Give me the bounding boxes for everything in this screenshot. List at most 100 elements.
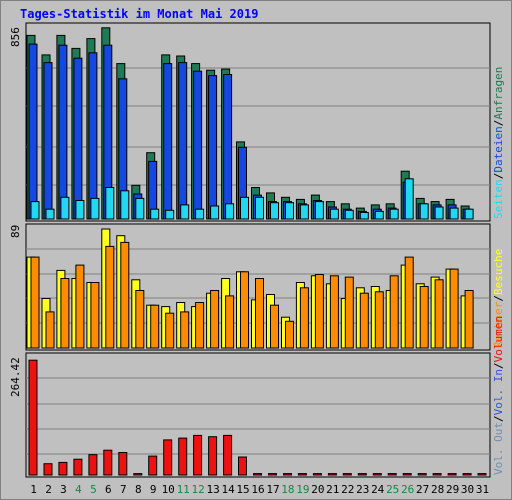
bar-rechner-day-27 <box>419 286 429 349</box>
bar-rechner-day-17 <box>270 304 279 349</box>
bar-rechner-day-18 <box>285 320 294 349</box>
x-label-day-11: 11 <box>177 483 190 496</box>
bar-volumen-day-17 <box>268 473 277 476</box>
bar-rechner-day-29 <box>449 268 459 349</box>
bar-seiten-day-12 <box>195 208 205 220</box>
x-label-day-27: 27 <box>416 483 429 496</box>
bar-seiten-day-14 <box>225 203 235 220</box>
x-label-day-16: 16 <box>251 483 264 496</box>
x-label-day-15: 15 <box>236 483 249 496</box>
legend-separator: / <box>492 362 505 369</box>
bar-rechner-day-13 <box>210 290 220 349</box>
x-label-day-18: 18 <box>281 483 294 496</box>
panel-1-y-max-label: 856 <box>9 27 22 47</box>
bar-volumen-day-25 <box>387 473 397 476</box>
bar-seiten-day-22 <box>344 209 354 220</box>
bar-volumen-day-4 <box>73 458 83 476</box>
x-label-day-14: 14 <box>221 483 235 496</box>
bar-volumen-day-24 <box>372 473 382 476</box>
bar-dateien-day-13 <box>208 75 218 220</box>
bar-rechner-day-30 <box>464 290 474 349</box>
bar-volumen-day-13 <box>208 436 218 476</box>
bar-seiten-day-4 <box>75 200 85 220</box>
panel-2-legend: Rechner/Besuche <box>492 249 505 348</box>
bar-volumen-day-15 <box>238 456 247 476</box>
legend-vol-in: Vol. In <box>492 369 505 415</box>
bar-rechner-day-22 <box>344 276 354 349</box>
x-label-day-31: 31 <box>476 483 489 496</box>
x-label-day-17: 17 <box>266 483 279 496</box>
bar-volumen-day-10 <box>163 439 173 476</box>
bar-volumen-day-26 <box>402 473 412 476</box>
bar-rechner-day-26 <box>404 256 414 349</box>
bar-rechner-day-24 <box>374 291 384 349</box>
bar-volumen-day-8 <box>133 473 143 476</box>
bar-volumen-day-11 <box>178 437 188 476</box>
bar-rechner-day-6 <box>105 245 115 349</box>
bar-rechner-day-11 <box>180 311 190 349</box>
bar-rechner-day-14 <box>225 295 235 349</box>
x-label-day-1: 1 <box>30 483 37 496</box>
bar-volumen-day-18 <box>283 473 292 476</box>
bar-rechner-day-2 <box>45 311 55 349</box>
bar-seiten-day-23 <box>359 212 369 220</box>
bar-dateien-day-3 <box>58 44 68 220</box>
bar-rechner-day-15 <box>240 271 249 349</box>
bar-volumen-day-28 <box>432 473 442 476</box>
legend-seiten: Seiten <box>492 179 505 219</box>
x-label-day-3: 3 <box>60 483 67 496</box>
x-label-day-10: 10 <box>162 483 175 496</box>
legend-volumen: Volumen <box>492 316 505 362</box>
bar-seiten-day-25 <box>389 208 399 220</box>
chart-title: Tages-Statistik im Monat Mai 2019 <box>20 7 259 21</box>
bar-seiten-day-8 <box>135 197 145 220</box>
bar-rechner-day-5 <box>90 282 100 349</box>
bar-volumen-day-16 <box>253 473 262 476</box>
bar-dateien-day-5 <box>88 52 98 220</box>
bar-rechner-day-4 <box>75 264 85 349</box>
bar-rechner-day-3 <box>60 278 70 349</box>
bar-seiten-day-2 <box>45 208 55 220</box>
bar-seiten-day-10 <box>165 209 175 220</box>
bar-seiten-day-18 <box>285 202 294 220</box>
bar-seiten-day-20 <box>314 201 324 220</box>
panel-2-y-max-label: 89 <box>9 225 22 238</box>
bar-volumen-day-2 <box>43 463 53 476</box>
x-label-day-26: 26 <box>401 483 414 496</box>
bar-seiten-day-26 <box>404 178 414 220</box>
bar-volumen-day-23 <box>357 473 367 476</box>
x-label-day-24: 24 <box>371 483 385 496</box>
x-label-day-29: 29 <box>446 483 459 496</box>
x-label-day-20: 20 <box>311 483 324 496</box>
bar-rechner-day-7 <box>120 241 130 349</box>
x-label-day-2: 2 <box>45 483 52 496</box>
bar-volumen-day-9 <box>148 455 158 476</box>
bar-seiten-day-30 <box>464 208 474 220</box>
bar-dateien-day-10 <box>163 63 173 220</box>
x-label-day-7: 7 <box>120 483 127 496</box>
bar-rechner-day-8 <box>135 290 145 349</box>
bar-volumen-day-21 <box>327 473 337 476</box>
bar-seiten-day-11 <box>180 204 190 220</box>
bar-seiten-day-3 <box>60 196 70 220</box>
legend-anfragen: Anfragen <box>492 67 505 120</box>
bar-volumen-day-29 <box>447 473 457 476</box>
x-label-day-13: 13 <box>206 483 219 496</box>
legend-rechner: Rechner <box>492 301 505 348</box>
bar-rechner-day-1 <box>30 256 40 349</box>
x-label-day-8: 8 <box>135 483 142 496</box>
bar-rechner-day-12 <box>195 302 205 349</box>
bar-seiten-day-6 <box>105 187 115 220</box>
bar-volumen-day-3 <box>58 461 68 476</box>
bar-dateien-day-14 <box>223 74 233 220</box>
bar-seiten-day-17 <box>270 202 279 220</box>
bar-seiten-day-21 <box>329 208 339 220</box>
bar-volumen-day-6 <box>103 449 113 476</box>
bar-seiten-day-16 <box>255 196 264 220</box>
bar-volumen-day-5 <box>88 454 98 476</box>
bar-volumen-day-1 <box>28 359 38 476</box>
bar-rechner-day-23 <box>359 292 369 349</box>
legend-separator: / <box>492 415 505 422</box>
bar-volumen-day-30 <box>462 473 472 476</box>
